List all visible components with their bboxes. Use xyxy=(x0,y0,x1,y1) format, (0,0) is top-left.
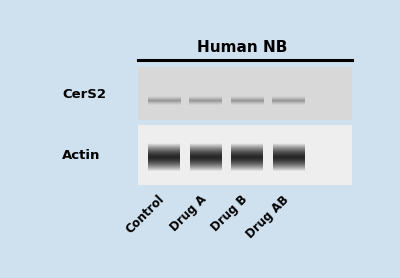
Text: Drug A: Drug A xyxy=(167,193,209,234)
Text: CerS2: CerS2 xyxy=(62,88,106,101)
Text: Drug AB: Drug AB xyxy=(244,193,292,240)
Bar xyxy=(138,125,352,185)
Text: Drug B: Drug B xyxy=(209,193,250,234)
Text: Control: Control xyxy=(124,193,167,236)
Text: Human NB: Human NB xyxy=(197,40,287,55)
Text: Actin: Actin xyxy=(62,149,101,162)
Bar xyxy=(138,66,352,120)
